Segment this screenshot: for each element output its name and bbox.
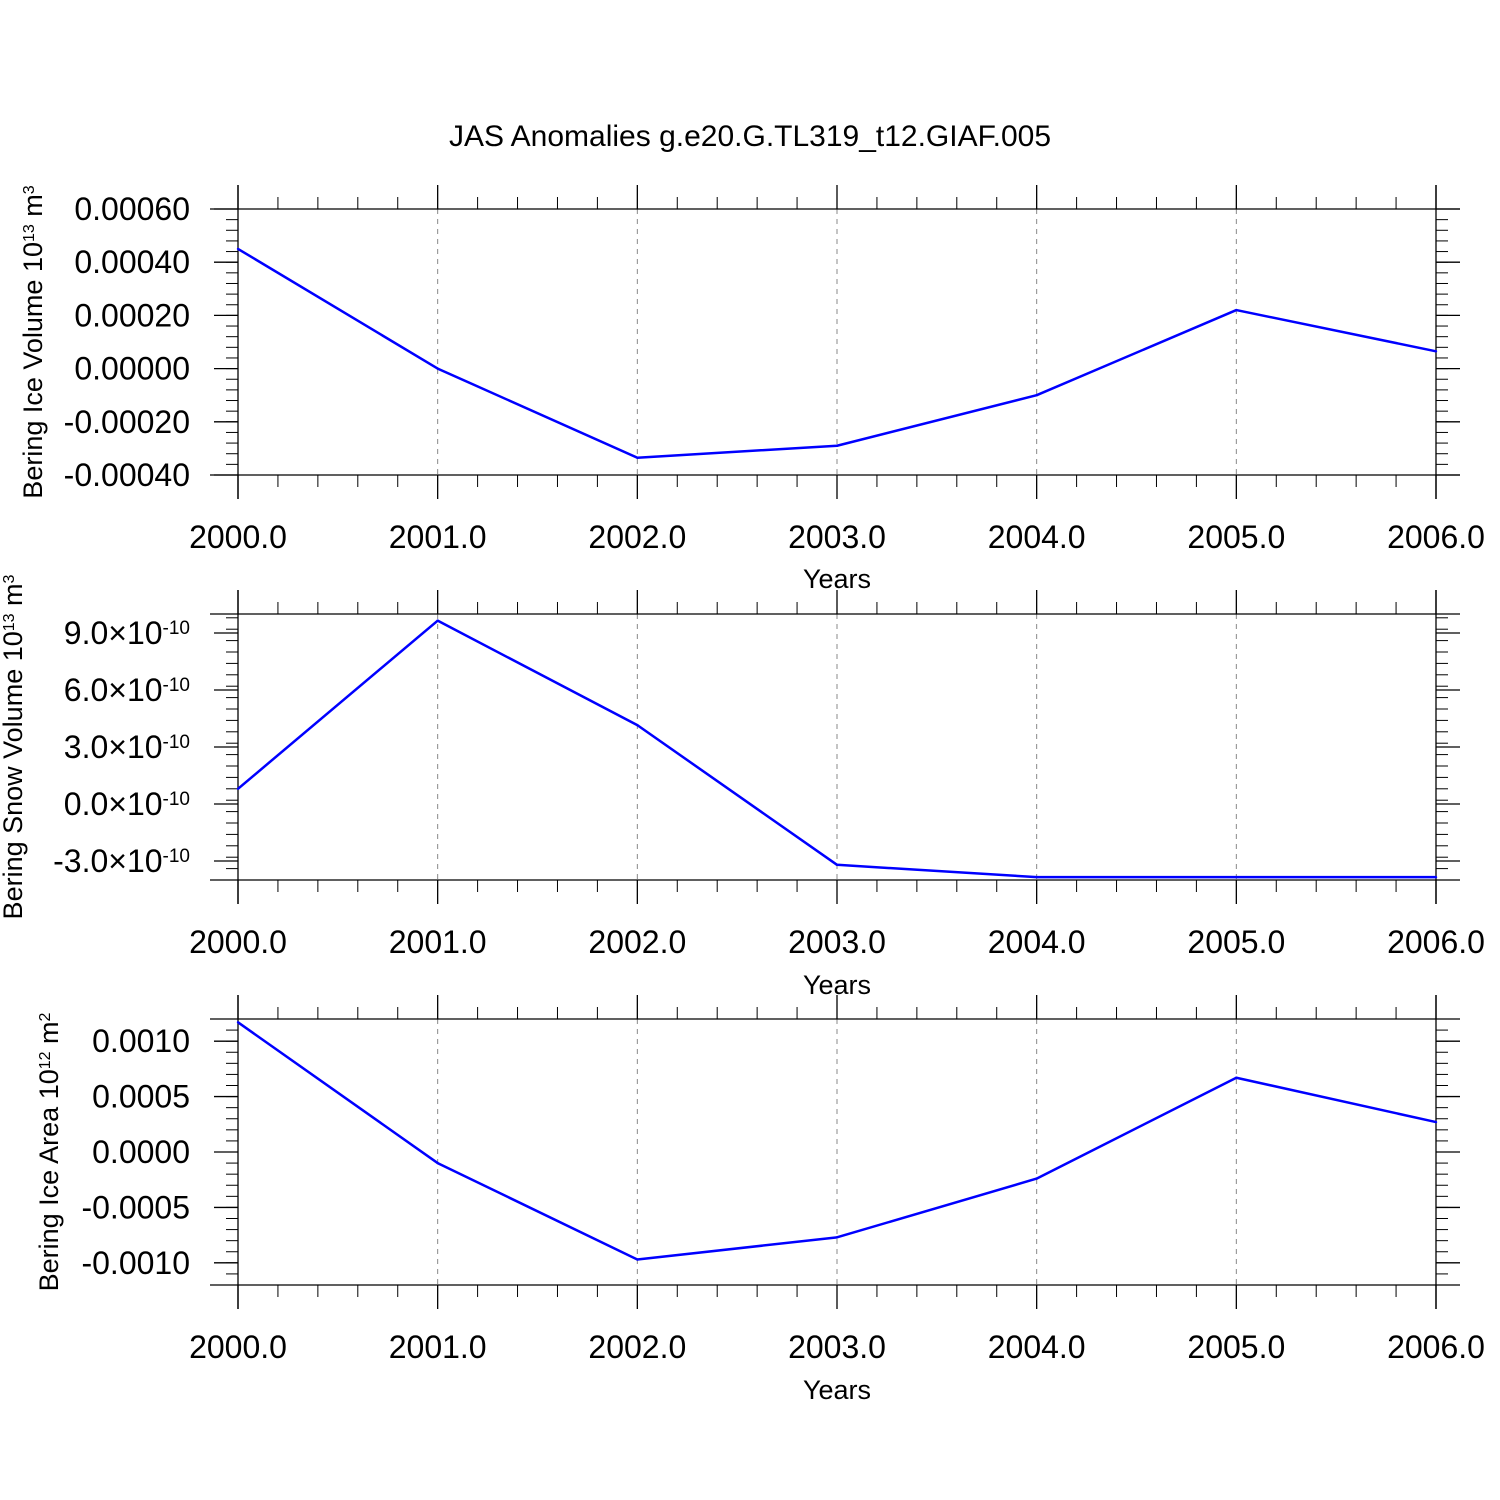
x-tick-label: 2005.0 xyxy=(1187,519,1285,555)
data-point xyxy=(636,456,639,459)
x-tick-label: 2001.0 xyxy=(389,519,487,555)
x-tick-label: 2006.0 xyxy=(1387,1329,1485,1365)
data-point xyxy=(1434,350,1438,353)
x-tick-label: 2003.0 xyxy=(788,924,886,960)
x-tick-label: 2003.0 xyxy=(788,519,886,555)
x-tick-label: 2005.0 xyxy=(1187,924,1285,960)
x-axis-label: Years xyxy=(803,1375,871,1405)
data-point xyxy=(236,247,240,251)
data-point xyxy=(636,1258,639,1261)
x-tick-label: 2003.0 xyxy=(788,1329,886,1365)
y-tick-label: 0.0010 xyxy=(92,1023,190,1059)
panels: 0.00060 0.00040 0.00020 0.00000 -0.00020 -0.0… xyxy=(0,185,1485,1405)
y-tick-label: 9.0×10-10 xyxy=(64,615,190,651)
y-tick-label: -0.00040 xyxy=(64,457,190,493)
data-point xyxy=(436,1161,439,1165)
data-point xyxy=(1035,394,1038,397)
y-tick-label: 0.00060 xyxy=(74,191,190,227)
y-tick-label: 3.0×10-10 xyxy=(64,729,190,765)
data-point xyxy=(835,863,839,866)
y-tick-label: -0.0005 xyxy=(81,1189,190,1225)
data-point xyxy=(636,723,639,727)
chart-panel-2: 9.0×10-10 6.0×10-10 3.0×10-10 0.0×10-10 -3.0… xyxy=(0,574,1485,1000)
data-point xyxy=(236,1021,240,1024)
chart-title: JAS Anomalies g.e20.G.TL319_t12.GIAF.005 xyxy=(449,120,1051,153)
x-tick-label: 2000.0 xyxy=(189,1329,287,1365)
x-tick-label: 2004.0 xyxy=(988,1329,1086,1365)
y-axis-label: Bering Ice Area 1012 m2 xyxy=(34,1012,64,1291)
y-tick-label: 0.0000 xyxy=(92,1134,190,1170)
data-point xyxy=(436,619,439,622)
y-tick-label: 6.0×10-10 xyxy=(64,672,190,708)
x-tick-label: 2006.0 xyxy=(1387,924,1485,960)
y-tick-label: 0.0005 xyxy=(92,1079,190,1115)
x-tick-label: 2002.0 xyxy=(588,924,686,960)
y-tick-label: -3.0×10-10 xyxy=(53,843,190,879)
y-axis-label: Bering Snow Volume 1013 m3 xyxy=(0,574,28,919)
x-tick-label: 2005.0 xyxy=(1187,1329,1285,1365)
data-point xyxy=(1235,875,1238,879)
y-tick-label: 0.0×10-10 xyxy=(64,786,190,822)
y-tick-label: 0.00040 xyxy=(74,244,190,280)
data-point xyxy=(1035,1177,1038,1180)
x-tick-label: 2006.0 xyxy=(1387,519,1485,555)
y-tick-label: -0.00020 xyxy=(64,404,190,440)
data-point xyxy=(436,367,439,370)
y-tick-label: 0.00000 xyxy=(74,351,190,387)
data-point xyxy=(1434,875,1438,879)
y-tick-label: -0.0010 xyxy=(81,1245,190,1281)
chart-panel-3: 0.0010 0.0005 0.0000 -0.0005 -0.0010 2000.0 20… xyxy=(34,995,1485,1405)
data-point xyxy=(835,444,839,447)
data-point xyxy=(1235,308,1238,312)
data-point xyxy=(236,787,240,790)
chart-panel-1: 0.00060 0.00040 0.00020 0.00000 -0.00020 -0.0… xyxy=(18,185,1485,594)
x-tick-label: 2002.0 xyxy=(588,519,686,555)
data-point xyxy=(835,1236,839,1239)
x-tick-label: 2004.0 xyxy=(988,924,1086,960)
y-axis-label: Bering Ice Volume 1013 m3 xyxy=(18,185,48,498)
y-tick-label: 0.00020 xyxy=(74,297,190,333)
x-tick-label: 2001.0 xyxy=(389,1329,487,1365)
data-point xyxy=(1235,1076,1238,1079)
x-axis-label: Years xyxy=(803,564,871,594)
x-tick-label: 2001.0 xyxy=(389,924,487,960)
data-point xyxy=(1035,875,1038,879)
x-tick-label: 2000.0 xyxy=(189,924,287,960)
x-tick-label: 2000.0 xyxy=(189,519,287,555)
data-point xyxy=(1434,1120,1438,1124)
x-tick-label: 2004.0 xyxy=(988,519,1086,555)
x-tick-label: 2002.0 xyxy=(588,1329,686,1365)
